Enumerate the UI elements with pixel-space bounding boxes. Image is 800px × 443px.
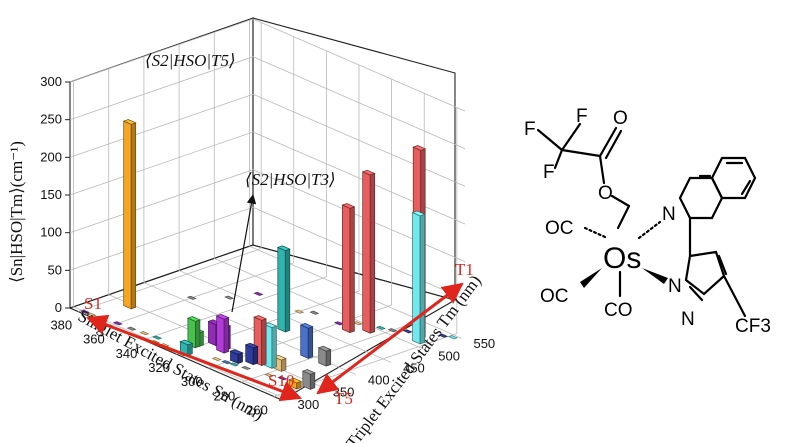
flat-bar [241,365,252,370]
t5-label: T5 [334,389,353,408]
bar-face-top [299,323,314,329]
flat-bar [294,309,305,314]
atom-carbonyl-o: O [613,108,628,129]
bar-face-side [281,358,287,372]
s-floor-gridline [78,248,262,312]
t1-label: T1 [455,260,474,279]
bar-face-front [412,212,421,345]
atom-n-pyrazole-1: N [668,276,682,297]
bar-face-side [369,173,376,334]
z-tick-label: 0 [55,300,62,315]
annotation-arrow [231,194,257,313]
ligand-co-3: CO [604,300,633,321]
flat-bar [253,291,264,296]
bar3d-chart: 0 50 100 150 200 250 300 ⟨Sn|HSO|Tm⟩(cm⁻¹) 380… [7,17,495,443]
bar-face-top [301,369,316,375]
bar [122,119,137,310]
annotation-s2-t3: ⟨S2|HSO|T3⟩ [245,170,336,189]
bar [361,169,376,334]
bar-face-front [342,204,351,334]
bar-face-top [361,169,376,176]
z-axis-ticks: 0 50 100 150 200 250 300 [40,74,70,315]
group-cf3: CF3 [735,316,771,337]
s-floor-gridline [143,276,327,341]
z-tick-label: 150 [40,187,62,202]
bar-face-front [208,320,217,347]
flat-bar [309,310,320,315]
atom-n-pyrazole-2: N [681,309,695,330]
flat-bar [126,326,137,331]
bar-face-top [276,245,291,251]
bar-face-front [216,315,225,354]
bar-face-side [271,325,277,369]
ligand-co-2: OC [540,286,569,307]
bar-face-side [307,326,314,359]
z-axis-label: ⟨Sn|HSO|Tm⟩(cm⁻¹) [7,141,26,283]
bar-face-side [252,346,259,366]
flat-bar [152,335,163,340]
bar-face-top [341,203,356,209]
atom-f-3: F [543,162,555,183]
z-gridline [69,18,466,112]
bar-face-side [261,318,267,366]
flat-bar [402,329,413,334]
s1-label: S1 [84,294,102,313]
bar-face-top [411,210,426,217]
flat-bar [79,309,90,314]
atom-f-1: F [524,119,536,140]
bar-face-side [284,248,291,333]
bar-face-side [349,206,355,334]
bar-face-side [419,213,426,345]
bar-face-top [412,145,427,151]
annotation-s2-t5: ⟨S2|HSO|T5⟩ [145,51,236,70]
s10-label: S10 [268,371,294,390]
bar-face-side [130,122,137,310]
atom-ester-o: O [598,183,613,204]
bar [411,210,426,345]
bar-face-front [300,324,309,359]
bar-face-side [309,372,316,390]
z-gridline [69,56,466,150]
atom-n-isoquinoline: N [662,204,676,225]
triplet-state-arrow [316,282,464,395]
metal-os: Os [603,242,641,275]
flat-bar [211,357,222,362]
flat-bar [224,295,235,300]
y-tick-label: 300 [298,397,320,412]
bar [244,342,259,366]
bar-face-front [362,171,371,334]
x-tick-label: 260 [246,402,268,417]
z-tick-label: 100 [40,225,62,240]
flat-bar [186,295,197,300]
bar-face-side [195,319,201,349]
bar [341,203,356,334]
y-tick-label: 550 [473,336,495,351]
s-floor-gridline [110,262,294,327]
bar-face-front [277,246,286,333]
ligand-co-1: OC [545,218,574,239]
bar-face-front [123,120,132,310]
flat-bar [139,331,150,336]
bar [215,314,230,354]
x-tick-label: 380 [50,318,72,333]
bar-face-side [223,317,229,354]
atom-f-2: F [576,106,588,127]
bar [317,345,332,367]
bar [299,323,314,359]
bar-face-top [122,119,137,125]
os-complex-structure: F F F O O OC Os OC CO N N N CF3 [524,106,771,337]
bar-face-side [325,349,332,367]
y-tick-label: 500 [438,348,460,363]
z-tick-label: 50 [48,262,62,277]
bar [276,245,291,333]
z-tick-label: 200 [40,149,62,164]
bar [301,369,316,390]
z-tick-label: 250 [40,112,62,127]
bar-face-side [187,342,193,356]
singlet-state-arrow [86,314,302,402]
z-tick-label: 300 [40,74,62,89]
